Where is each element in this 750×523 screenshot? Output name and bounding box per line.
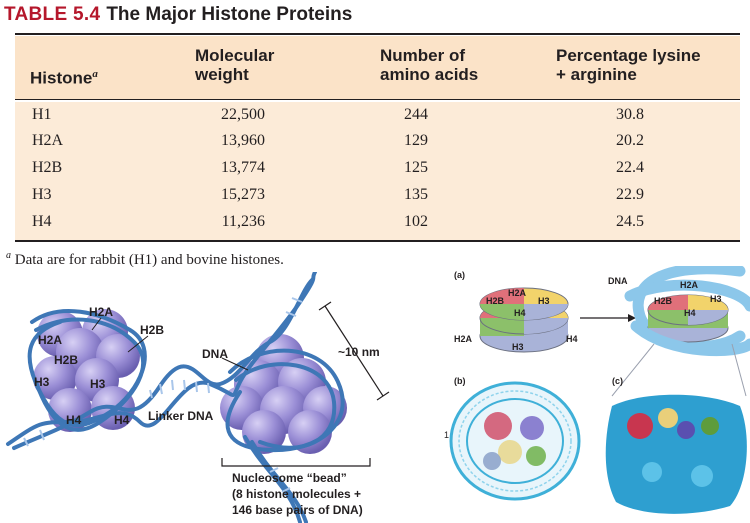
transition-arrow — [580, 314, 636, 322]
label-h2a-top: H2A — [89, 305, 113, 319]
octamer-structure-figure: (a) (b) (c) H2A H2B H3 H4 H2A H4 H3 DNA … — [444, 266, 750, 514]
cell-histone: H3 — [32, 186, 52, 203]
label-bead-line2: (8 histone molecules + — [232, 487, 361, 501]
bottom-rule — [15, 240, 740, 242]
label-panel-b: (b) — [454, 376, 466, 386]
table-number: TABLE 5.4 — [4, 4, 101, 25]
label-r-h2b: H2B — [654, 296, 673, 306]
label-h2a: H2A — [38, 333, 62, 347]
leader-lines — [91, 317, 249, 371]
label-h4-right: H4 — [114, 413, 130, 427]
header-amino-acids: Number of amino acids — [380, 46, 479, 84]
cell-mw: 15,273 — [221, 186, 265, 203]
header-molecular-weight: Molecular weight — [195, 46, 275, 84]
label-h2b-right: H2B — [140, 323, 164, 337]
label-a-h2a-side: H2A — [454, 334, 473, 344]
wrapped-octamer — [624, 266, 750, 357]
label-r-h4: H4 — [684, 308, 696, 318]
label-a-h3-bottom: H3 — [512, 342, 524, 352]
label-r-h3: H3 — [710, 294, 722, 304]
label-h2b-left: H2B — [54, 353, 78, 367]
cell-mw: 13,774 — [221, 159, 265, 176]
cell-pct: 22.4 — [616, 159, 644, 176]
cell-histone: H2B — [32, 159, 63, 176]
cell-histone: H1 — [32, 106, 52, 123]
label-bead-line3: 146 base pairs of DNA) — [232, 503, 363, 517]
table-row: H3 15,273 135 22.9 — [15, 184, 740, 206]
cell-aa: 244 — [404, 106, 428, 123]
zoom-lines — [611, 343, 747, 397]
table-row: H2B 13,774 125 22.4 — [15, 157, 740, 179]
cell-mw: 13,960 — [221, 132, 265, 149]
label-right-dna: DNA — [608, 276, 628, 286]
label-panel-a: (a) — [454, 270, 465, 280]
table-title: TABLE 5.4 The Major Histone Proteins — [4, 4, 352, 26]
cell-aa: 102 — [404, 213, 428, 230]
label-bead-line1: Nucleosome “bead” — [232, 471, 347, 485]
table-row: H1 22,500 244 30.8 — [15, 104, 740, 126]
table-row: H4 11,236 102 24.5 — [15, 211, 740, 233]
cell-aa: 129 — [404, 132, 428, 149]
label-a-h4-side: H4 — [566, 334, 578, 344]
label-h3-left: H3 — [34, 375, 50, 389]
cell-pct: 24.5 — [616, 213, 644, 230]
dna-helix — [6, 272, 345, 523]
label-a-h4: H4 — [514, 308, 526, 318]
surface-structure — [605, 394, 747, 514]
label-a-h2b: H2B — [486, 296, 505, 306]
cell-mw: 22,500 — [221, 106, 265, 123]
table-body-band — [15, 102, 740, 240]
header-rule — [15, 99, 740, 100]
cell-pct: 20.2 — [616, 132, 644, 149]
label-h4-left: H4 — [66, 413, 82, 427]
label-a-h2a: H2A — [508, 288, 527, 298]
label-linker-dna: Linker DNA — [148, 409, 214, 423]
bead-bracket — [221, 458, 371, 467]
label-h3-center: H3 — [90, 377, 106, 391]
label-r-h2a: H2A — [680, 280, 699, 290]
table-caption: The Major Histone Proteins — [106, 4, 353, 25]
top-rule — [15, 33, 740, 35]
label-a-h3: H3 — [538, 296, 550, 306]
size-scale-bar — [318, 301, 390, 401]
table-header-band — [15, 36, 740, 99]
cell-histone: H4 — [32, 213, 52, 230]
table-row: H2A 13,960 129 20.2 — [15, 130, 740, 152]
header-histone: Histonea — [30, 68, 98, 88]
label-size: ~10 nm — [338, 345, 380, 359]
cell-aa: 125 — [404, 159, 428, 176]
label-panel-c: (c) — [612, 376, 623, 386]
table-footnote: a Data are for rabbit (H1) and bovine hi… — [6, 250, 284, 268]
ribbon-structure — [449, 381, 581, 501]
label-side-mark: 1 — [444, 430, 449, 440]
cell-pct: 30.8 — [616, 106, 644, 123]
cell-aa: 135 — [404, 186, 428, 203]
cell-mw: 11,236 — [221, 213, 265, 230]
label-dna: DNA — [202, 347, 228, 361]
nucleosome-illustration: H2A H2A H2B H2B H3 H3 H4 H4 Linker DNA D… — [6, 272, 390, 523]
dna-base-pairs — [23, 297, 303, 493]
cell-pct: 22.9 — [616, 186, 644, 203]
header-lysine-arginine: Percentage lysine + arginine — [556, 46, 701, 84]
cell-histone: H2A — [32, 132, 64, 149]
octamer-disk-schematic — [479, 287, 569, 353]
